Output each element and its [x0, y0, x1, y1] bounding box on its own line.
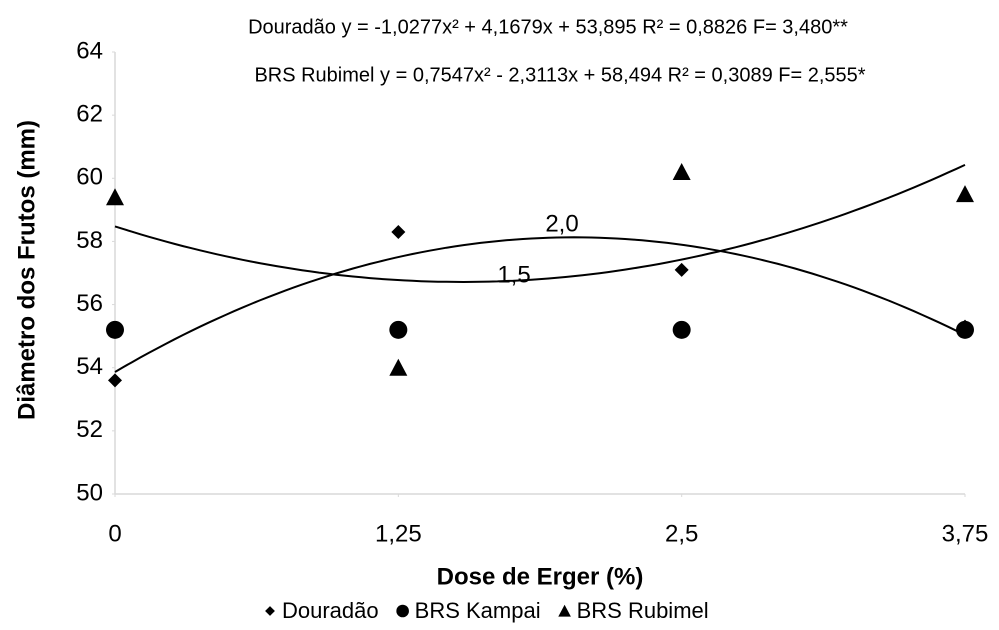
trendline	[114, 236, 966, 373]
y-tick-label: 64	[76, 37, 103, 64]
curve-label: 2,0	[545, 210, 578, 237]
y-tick-label: 52	[76, 416, 103, 443]
y-tick-label: 54	[76, 353, 103, 380]
y-axis-title: Diâmetro dos Frutos (mm)	[13, 120, 40, 420]
x-tick-label: 3,75	[942, 520, 989, 547]
point	[389, 320, 408, 339]
legend-marker	[558, 604, 571, 617]
point	[106, 188, 124, 206]
legend-label: Douradão	[282, 598, 379, 623]
equation: Douradão y = -1,0277x² + 4,1679x + 53,89…	[248, 16, 848, 38]
legend-marker	[396, 604, 409, 618]
point	[389, 358, 408, 376]
x-axis-title: Dose de Erger (%)	[437, 563, 644, 590]
point	[956, 185, 974, 203]
y-tick-label: 58	[76, 227, 103, 254]
y-tick-label: 60	[76, 164, 103, 191]
legend-marker	[265, 606, 275, 616]
x-tick-label: 2,5	[665, 520, 698, 547]
y-tick-label: 50	[76, 479, 103, 506]
point	[391, 224, 406, 239]
x-tick-label: 1,25	[375, 520, 422, 547]
x-tick-label: 0	[108, 520, 121, 547]
equation: BRS Rubimel y = 0,7547x² - 2,3113x + 58,…	[254, 64, 865, 86]
y-tick-label: 56	[76, 290, 103, 317]
point	[108, 373, 122, 388]
point	[672, 320, 691, 339]
point	[672, 162, 691, 180]
curve-label: 1,5	[497, 261, 530, 288]
legend-label: BRS Rubimel	[577, 598, 709, 623]
legend-label: BRS Kampai	[415, 598, 541, 623]
point	[674, 262, 689, 277]
y-tick-label: 62	[76, 100, 103, 127]
trendline	[114, 163, 966, 284]
point	[956, 320, 974, 339]
point	[106, 320, 124, 339]
